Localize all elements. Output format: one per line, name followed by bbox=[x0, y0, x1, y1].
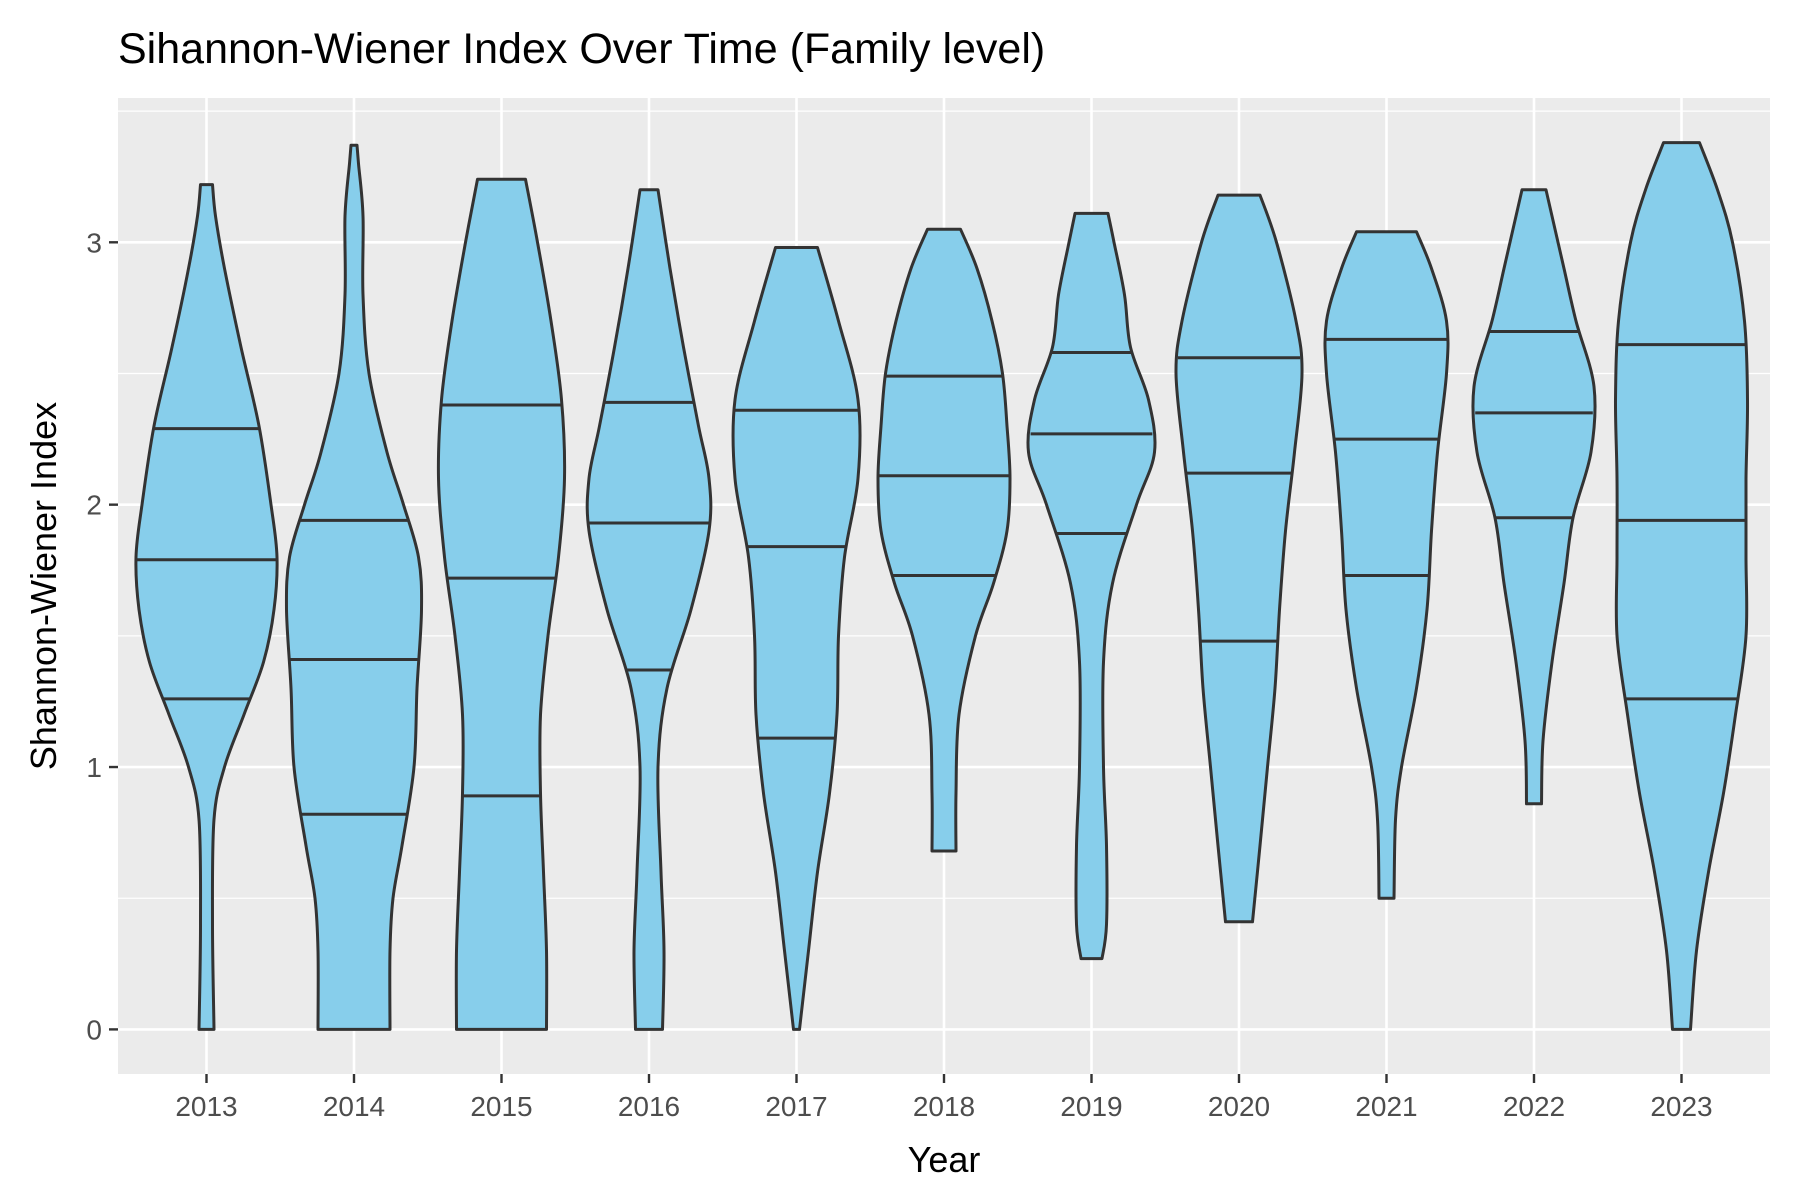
x-tick-label: 2014 bbox=[323, 1091, 385, 1122]
violin-2019 bbox=[1026, 211, 1157, 961]
x-tick-label: 2013 bbox=[175, 1091, 237, 1122]
x-axis-title: Year bbox=[908, 1139, 981, 1180]
x-tick-label: 2022 bbox=[1503, 1091, 1565, 1122]
x-tick-label: 2016 bbox=[618, 1091, 680, 1122]
y-axis-ticks: 0 1 2 3 bbox=[86, 227, 118, 1045]
violin-2022 bbox=[1471, 188, 1597, 806]
x-axis-ticks: 2013 2014 2015 2016 2017 2018 2019 2020 2021 2022… bbox=[175, 1074, 1713, 1122]
violin-body bbox=[134, 183, 279, 1031]
x-tick-label: 2020 bbox=[1208, 1091, 1270, 1122]
violin-2014 bbox=[284, 143, 424, 1031]
y-axis-title: Shannon-Wiener Index bbox=[23, 402, 64, 770]
chart-title: Sihannon-Wiener Index Over Time (Family … bbox=[118, 25, 1045, 73]
violin-body bbox=[1174, 193, 1304, 924]
violin-body bbox=[1323, 230, 1450, 900]
violin-2015 bbox=[436, 177, 567, 1031]
violin-2017 bbox=[731, 246, 862, 1031]
violin-2020 bbox=[1174, 193, 1304, 924]
violins bbox=[134, 141, 1750, 1031]
violin-body bbox=[731, 246, 862, 1031]
violin-2021 bbox=[1323, 230, 1450, 900]
x-tick-label: 2023 bbox=[1650, 1091, 1712, 1122]
violin-2013 bbox=[134, 183, 279, 1031]
y-tick-label: 1 bbox=[86, 752, 102, 783]
violin-2016 bbox=[585, 188, 713, 1031]
x-tick-label: 2018 bbox=[913, 1091, 975, 1122]
violin-body bbox=[284, 143, 424, 1031]
violin-body bbox=[1471, 188, 1597, 806]
x-tick-label: 2015 bbox=[470, 1091, 532, 1122]
y-tick-label: 3 bbox=[86, 227, 102, 258]
x-tick-label: 2021 bbox=[1355, 1091, 1417, 1122]
violin-body bbox=[876, 227, 1012, 853]
x-tick-label: 2019 bbox=[1060, 1091, 1122, 1122]
violin-body bbox=[1613, 141, 1750, 1031]
violin-body bbox=[1026, 211, 1157, 961]
violin-body bbox=[436, 177, 567, 1031]
violin-body bbox=[585, 188, 713, 1031]
x-tick-label: 2017 bbox=[765, 1091, 827, 1122]
y-tick-label: 0 bbox=[86, 1014, 102, 1045]
violin-2023 bbox=[1613, 141, 1750, 1031]
y-tick-label: 2 bbox=[86, 490, 102, 521]
violin-2018 bbox=[876, 227, 1012, 853]
